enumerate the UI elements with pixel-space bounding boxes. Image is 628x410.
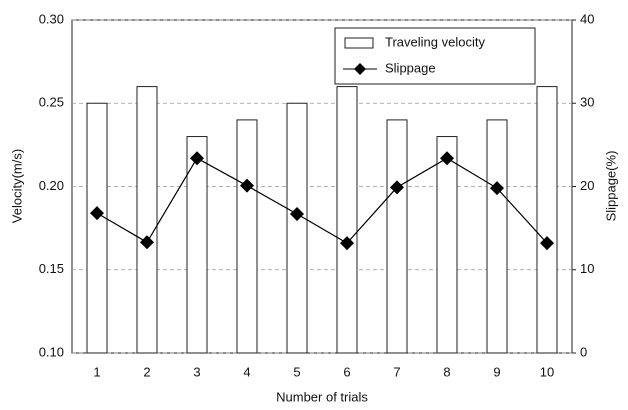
y2-tick-label: 0 <box>580 344 587 359</box>
bar <box>436 136 458 354</box>
x-tick-label: 10 <box>540 364 554 379</box>
bar <box>286 102 308 354</box>
marker <box>290 206 304 221</box>
x-tick-label: 1 <box>93 364 100 379</box>
x-tick-label: 6 <box>343 364 350 379</box>
bar <box>336 86 358 354</box>
x-tick-label: 4 <box>243 364 250 379</box>
y-tick-label: 0.25 <box>39 95 64 110</box>
legend-swatch <box>354 63 366 75</box>
marker <box>540 236 554 251</box>
x-tick-label: 7 <box>393 364 400 379</box>
bar <box>86 102 108 354</box>
marker <box>190 151 204 166</box>
bar <box>136 86 158 354</box>
marker <box>90 206 104 221</box>
y-tick-label: 0.20 <box>39 178 64 193</box>
marker <box>440 151 454 166</box>
y-axis-label: Velocity(m/s) <box>9 149 24 223</box>
bar <box>236 119 258 354</box>
marker <box>490 181 504 196</box>
marker <box>390 180 404 195</box>
marker <box>340 236 354 251</box>
y2-tick-label: 40 <box>580 11 594 26</box>
x-axis-label: Number of trials <box>276 389 368 404</box>
x-tick-label: 3 <box>193 364 200 379</box>
y2-tick-label: 30 <box>580 95 594 110</box>
x-tick-label: 9 <box>493 364 500 379</box>
y-tick-label: 0.30 <box>39 11 64 26</box>
bar <box>186 136 208 354</box>
y2-tick-label: 20 <box>580 178 594 193</box>
marker <box>240 178 254 193</box>
legend-label: Traveling velocity <box>385 34 485 49</box>
y2-axis-label: Slippage(%) <box>603 151 618 222</box>
legend-box <box>334 27 536 85</box>
x-tick-label: 8 <box>443 364 450 379</box>
marker <box>140 235 154 250</box>
y-tick-label: 0.15 <box>39 261 64 276</box>
x-tick-label: 5 <box>293 364 300 379</box>
x-tick-label: 2 <box>143 364 150 379</box>
y2-tick-label: 10 <box>580 261 594 276</box>
y-tick-label: 0.10 <box>39 344 64 359</box>
legend-label: Slippage <box>385 60 436 75</box>
bar <box>486 119 508 354</box>
line <box>96 157 548 244</box>
bar <box>386 119 408 354</box>
legend-swatch <box>344 37 374 49</box>
bar <box>536 86 558 354</box>
